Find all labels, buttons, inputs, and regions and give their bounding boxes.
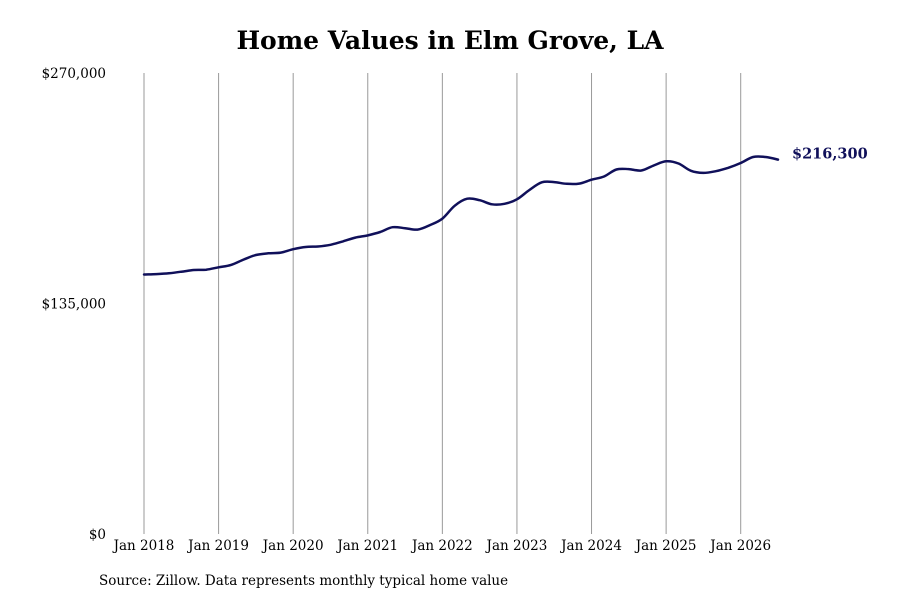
y-tick-label: $0	[89, 527, 106, 543]
x-tick-label: Jan 2023	[485, 538, 548, 554]
x-tick-label: Jan 2022	[410, 538, 473, 554]
x-tick-label: Jan 2020	[261, 538, 324, 554]
gridlines	[143, 73, 742, 534]
x-tick-label: Jan 2026	[708, 538, 771, 554]
source-note: Source: Zillow. Data represents monthly …	[99, 573, 509, 589]
y-axis-tick-labels: $0 $135,000 $270,000	[42, 66, 106, 543]
x-tick-label: Jan 2021	[335, 538, 398, 554]
x-axis-tick-labels: Jan 2018 Jan 2019 Jan 2020 Jan 2021 Jan 2022…	[112, 538, 772, 554]
home-value-line	[142, 155, 780, 276]
y-tick-label: $135,000	[42, 297, 106, 313]
x-tick-label: Jan 2019	[186, 538, 249, 554]
y-tick-label: $270,000	[42, 66, 106, 82]
x-tick-label: Jan 2024	[559, 538, 622, 554]
x-tick-label: Jan 2018	[112, 538, 175, 554]
x-tick-label: Jan 2025	[634, 538, 697, 554]
chart-title: Home Values in Elm Grove, LA	[236, 26, 664, 55]
latest-value-label: $216,300	[792, 146, 868, 163]
